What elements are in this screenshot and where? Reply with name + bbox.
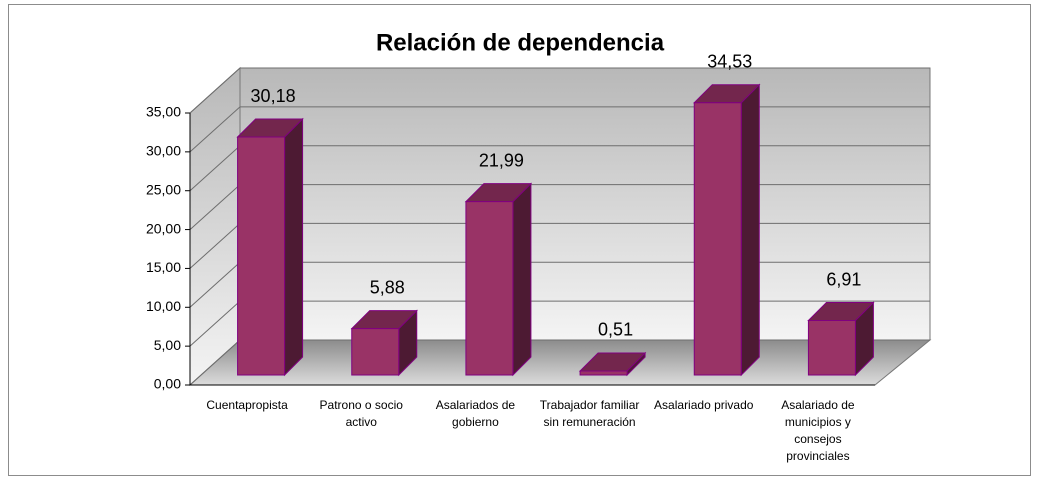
- bar: [464, 182, 533, 377]
- bar-side: [512, 182, 532, 377]
- bar-front: [351, 328, 400, 376]
- y-tick-label: 25,00: [146, 181, 181, 197]
- value-label: 5,88: [370, 277, 405, 297]
- x-tick-label: Cuentapropista: [206, 398, 288, 412]
- side-wall: [189, 66, 241, 387]
- bar-front: [807, 320, 856, 376]
- bar-front: [237, 136, 286, 376]
- y-tick-label: 15,00: [146, 259, 181, 275]
- back-wall: [239, 67, 931, 341]
- x-tick-label: Asalariado de municipios y consejos prov…: [781, 398, 855, 463]
- y-tick-label: 10,00: [146, 298, 181, 314]
- x-tick-label: Asalariado privado: [654, 398, 754, 412]
- bar-front: [693, 102, 742, 376]
- value-label: 30,18: [251, 86, 296, 106]
- chart-title: Relación de dependencia: [376, 29, 665, 56]
- grid-line: [189, 67, 930, 114]
- value-label: 34,53: [707, 51, 752, 71]
- x-tick-label: Trabajador familiar sin remuneración: [539, 398, 640, 429]
- bar-side: [284, 117, 304, 377]
- bar: [578, 351, 647, 377]
- bar: [236, 117, 304, 377]
- y-tick-label: 35,00: [146, 104, 181, 120]
- y-tick-label: 5,00: [154, 337, 181, 353]
- value-label: 6,91: [826, 269, 861, 289]
- bar: [807, 301, 875, 377]
- y-tick-label: 20,00: [146, 220, 181, 236]
- y-tick-label: 30,00: [146, 143, 181, 159]
- bar: [350, 309, 418, 377]
- y-tick-label: 0,00: [154, 376, 181, 392]
- value-label: 21,99: [479, 150, 524, 170]
- x-tick-label: Patrono o socio activo: [319, 398, 403, 429]
- bar-side: [740, 83, 760, 377]
- value-label: 0,51: [598, 320, 633, 340]
- bar: [693, 83, 761, 377]
- x-tick-label: Asalariados de gobierno: [435, 398, 516, 429]
- bar-front: [465, 201, 514, 376]
- bar-front: [579, 370, 628, 376]
